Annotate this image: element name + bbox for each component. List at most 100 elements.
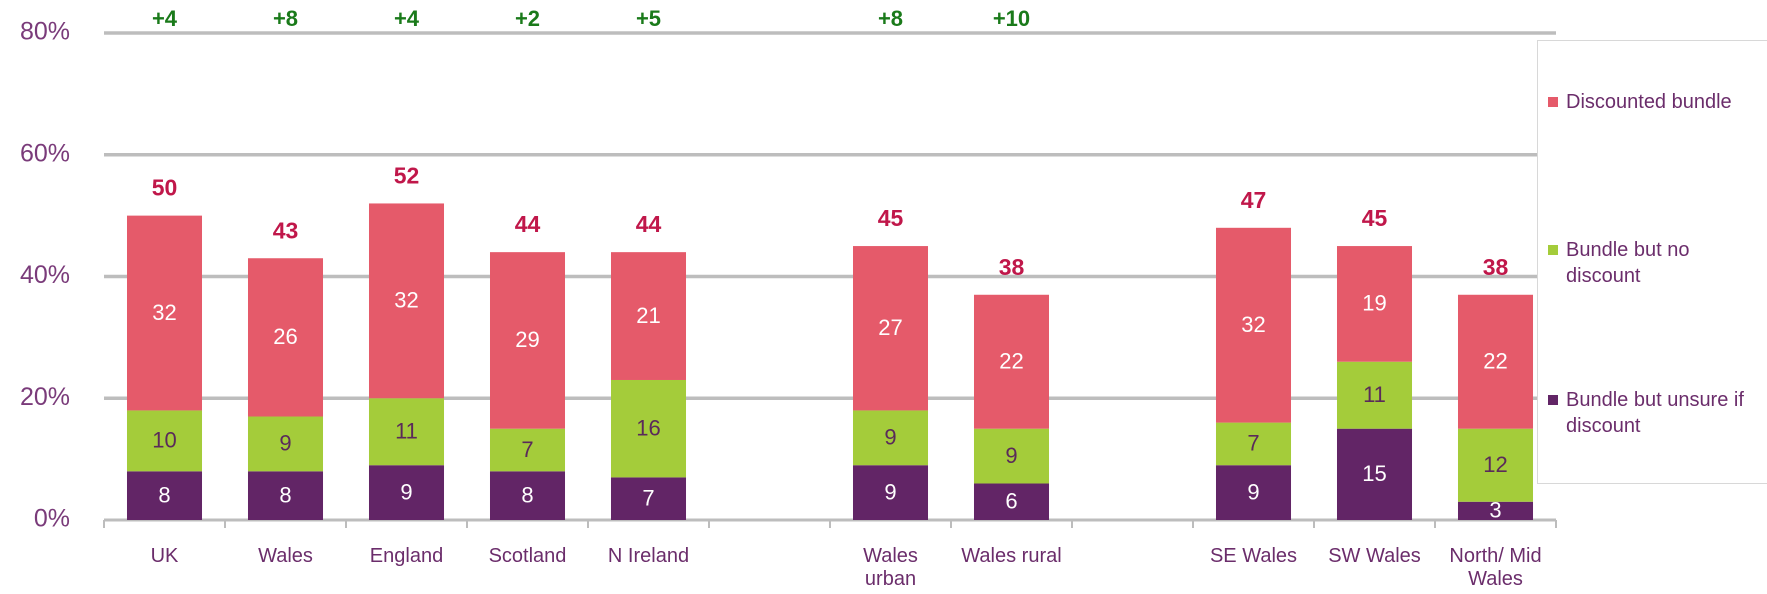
bar-segment [126,410,203,472]
total-label: 38 [1483,254,1509,280]
segment-label: 22 [1483,349,1507,374]
total-label: 52 [394,163,420,189]
bar-segment [1336,361,1413,429]
segment-label: 7 [521,437,533,462]
bar-segment [610,252,687,380]
segment-label: 7 [642,486,654,511]
y-tick-label: 40% [20,261,70,289]
segment-label: 22 [999,349,1023,374]
segment-label: 26 [273,324,297,349]
x-tick-label: Wales rural [961,545,1062,567]
bar-segment [368,398,445,466]
legend-swatch [1548,395,1558,405]
segment-label: 11 [1363,382,1386,407]
total-label: 44 [636,211,662,237]
change-label: +4 [152,6,178,31]
legend-label: Bundle but unsure if discount [1566,389,1744,437]
segment-label: 9 [400,479,412,504]
total-label: 50 [152,175,178,201]
segment-label: 32 [152,300,176,325]
change-label: +10 [993,6,1030,31]
bar-segment [247,471,324,520]
segment-label: 29 [515,327,539,352]
total-label: 38 [999,254,1025,280]
y-tick-label: 60% [20,139,70,167]
bar-segment [973,428,1050,484]
bar-segment [1457,501,1534,520]
bar-segment [1336,246,1413,362]
segment-label: 16 [636,416,660,441]
bar-segment [1215,465,1292,520]
bar-segment [852,246,929,411]
legend-swatch [1548,97,1558,107]
bar-segment [489,471,566,520]
y-tick-label: 20% [20,383,70,411]
y-tick-label: 80% [20,18,70,46]
change-label: +8 [273,6,298,31]
segment-label: 6 [1005,489,1017,514]
bar-segment [610,379,687,478]
x-tick-label: North/ Mid Wales [1449,545,1542,590]
bar-segment [610,477,687,520]
segment-label: 7 [1247,431,1259,456]
segment-label: 32 [394,288,418,313]
x-tick-label: England [369,545,444,567]
total-label: 43 [273,217,299,243]
segment-label: 9 [1247,479,1259,504]
legend: Discounted bundle Bundle but no discount B… [1537,40,1767,484]
segment-label: 8 [279,482,291,507]
legend-label: Discounted bundle [1566,91,1732,113]
segment-label: 8 [158,482,170,507]
bar-segment [1215,422,1292,466]
bar-segment [126,471,203,520]
legend-swatch [1548,245,1558,255]
bar-segment [852,465,929,520]
x-tick-label: UK [150,545,179,567]
segment-label: 8 [521,482,533,507]
bar-segment [852,410,929,466]
bar-segment [973,483,1050,520]
bar-segment [973,294,1050,429]
bar-segment [489,428,566,472]
bar-segment [1215,227,1292,423]
segment-label: 32 [1241,312,1265,337]
change-label: +4 [394,6,420,31]
x-tick-label: SW Wales [1328,545,1421,567]
x-tick-label: Wales [258,545,313,567]
bar-segment [1457,294,1534,429]
segment-label: 21 [636,303,660,328]
total-label: 45 [1362,205,1388,231]
segment-label: 9 [884,479,896,504]
total-label: 47 [1241,187,1267,213]
segment-label: 9 [884,425,896,450]
bar-segment [489,252,566,429]
y-tick-label: 0% [34,505,70,533]
bar-segment [126,215,203,411]
segment-label: 10 [152,428,176,453]
bar-segment [1457,428,1534,502]
bar-segment [1336,428,1413,520]
x-tick-label: N Ireland [607,545,690,567]
x-tick-label: Wales urban [863,545,918,590]
change-label: +2 [515,6,540,31]
segment-label: 9 [1005,443,1017,468]
x-tick-label: Scotland [488,545,567,567]
total-label: 44 [515,211,541,237]
bar-segment [368,203,445,399]
bar-segment [247,258,324,417]
segment-label: 9 [279,431,291,456]
bar-segment [368,465,445,520]
segment-label: 19 [1362,291,1386,316]
change-label: +8 [878,6,903,31]
x-tick-label: SE Wales [1209,545,1298,567]
legend-label: Bundle but no discount [1566,239,1690,287]
change-label: +5 [636,6,661,31]
segment-label: 3 [1489,498,1501,523]
segment-label: 27 [878,315,902,340]
segment-label: 11 [395,419,418,444]
segment-label: 12 [1483,452,1507,477]
bar-segment [247,416,324,472]
segment-label: 15 [1362,461,1386,486]
